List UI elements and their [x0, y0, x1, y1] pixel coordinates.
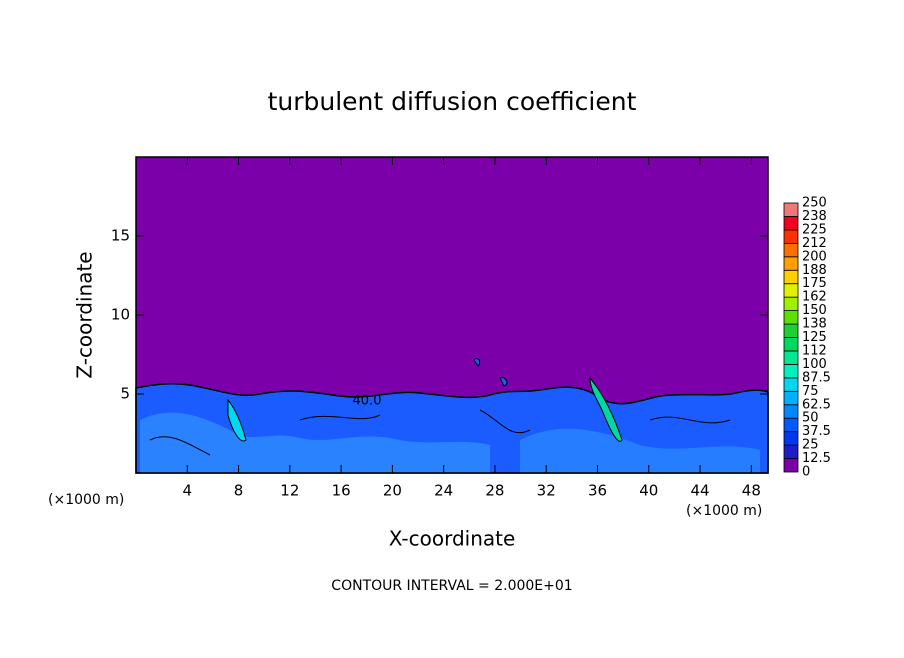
x-tick-label: 20: [383, 482, 402, 500]
colorbar-label: 25: [802, 438, 819, 453]
colorbar-label: 175: [802, 276, 827, 291]
colorbar-label: 37.5: [802, 424, 831, 439]
colorbar-box: [783, 310, 799, 325]
x-axis-label: X-coordinate: [389, 527, 516, 551]
contour-line: [149, 409, 731, 456]
x-tick-label: 4: [183, 482, 193, 500]
field-patch: [473, 358, 508, 387]
y-tick-label: 15: [111, 227, 130, 245]
colorbar-box: [783, 283, 799, 298]
colorbar-box: [783, 229, 799, 244]
field-patch: [520, 428, 760, 473]
colorbar-box: [783, 202, 799, 217]
colorbar-box: [783, 216, 799, 231]
colorbar-label: 225: [802, 222, 827, 237]
field: [135, 157, 769, 474]
colorbar-box: [783, 404, 799, 419]
colorbar-box: [783, 323, 799, 338]
colorbar-label: 100: [802, 357, 827, 372]
x-tick-label: 40: [639, 482, 658, 500]
contour-label: 40.0: [353, 394, 382, 409]
colorbar-box: [783, 350, 799, 365]
colorbar-label: 188: [802, 263, 827, 278]
x-tick-label: 12: [280, 482, 299, 500]
colorbar-label: 62.5: [802, 397, 831, 412]
x-tick-label: 16: [332, 482, 351, 500]
x-tick-label: 28: [485, 482, 504, 500]
colorbar-box: [783, 377, 799, 392]
colorbar-box: [783, 256, 799, 271]
colorbar-box: [783, 390, 799, 406]
colorbar-label: 50: [802, 411, 819, 426]
footnote: CONTOUR INTERVAL = 2.000E+01: [331, 578, 572, 594]
chart-title: turbulent diffusion coefficient: [268, 87, 637, 116]
colorbar-box: [783, 458, 799, 473]
x-unit-label: (×1000 m): [48, 492, 124, 508]
colorbar-label: 250: [802, 196, 827, 211]
x-tick-label: 32: [537, 482, 556, 500]
colorbar-label: 150: [802, 303, 827, 318]
colorbar-label: 212: [802, 236, 827, 251]
field-patch: [589, 376, 623, 442]
x-tick-label: 48: [742, 482, 761, 500]
colorbar-label: 125: [802, 330, 827, 345]
x-tick-label: 8: [234, 482, 244, 500]
colorbar-box: [783, 242, 799, 258]
y-tick-label: 5: [120, 385, 130, 403]
y-tick-label: 10: [111, 306, 130, 324]
colorbar-box: [783, 431, 799, 446]
x-unit-label: (×1000 m): [686, 503, 762, 519]
colorbar-box: [783, 417, 799, 433]
x-tick-label: 44: [691, 482, 710, 500]
colorbar-label: 75: [802, 384, 819, 399]
colorbar-label: 238: [802, 209, 827, 224]
colorbar-label: 162: [802, 290, 827, 305]
field-patch: [227, 398, 247, 442]
colorbar-box: [783, 363, 799, 379]
x-tick-label: 36: [588, 482, 607, 500]
colorbar-label: 0: [802, 465, 810, 480]
colorbar-label: 12.5: [802, 451, 831, 466]
colorbar-label: 112: [802, 343, 827, 358]
x-tick-label: 24: [434, 482, 453, 500]
colorbar-box: [783, 296, 799, 311]
y-axis-label: Z-coordinate: [73, 251, 97, 378]
field-patch: [140, 412, 490, 473]
colorbar-box: [783, 337, 799, 352]
colorbar-label: 138: [802, 317, 827, 332]
colorbar-box: [783, 269, 799, 285]
colorbar-label: 87.5: [802, 370, 831, 385]
colorbar-box: [783, 444, 799, 459]
colorbar-label: 200: [802, 249, 827, 264]
